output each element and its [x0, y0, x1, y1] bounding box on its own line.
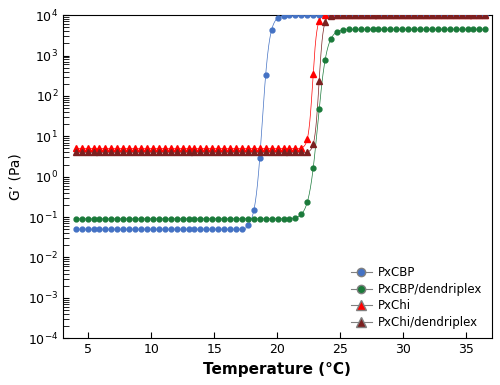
Legend: PxCBP, PxCBP/dendriplex, PxChi, PxChi/dendriplex: PxCBP, PxCBP/dendriplex, PxChi, PxChi/de… — [347, 263, 486, 332]
Y-axis label: G’ (Pa): G’ (Pa) — [8, 153, 22, 200]
X-axis label: Temperature (°C): Temperature (°C) — [204, 362, 352, 377]
